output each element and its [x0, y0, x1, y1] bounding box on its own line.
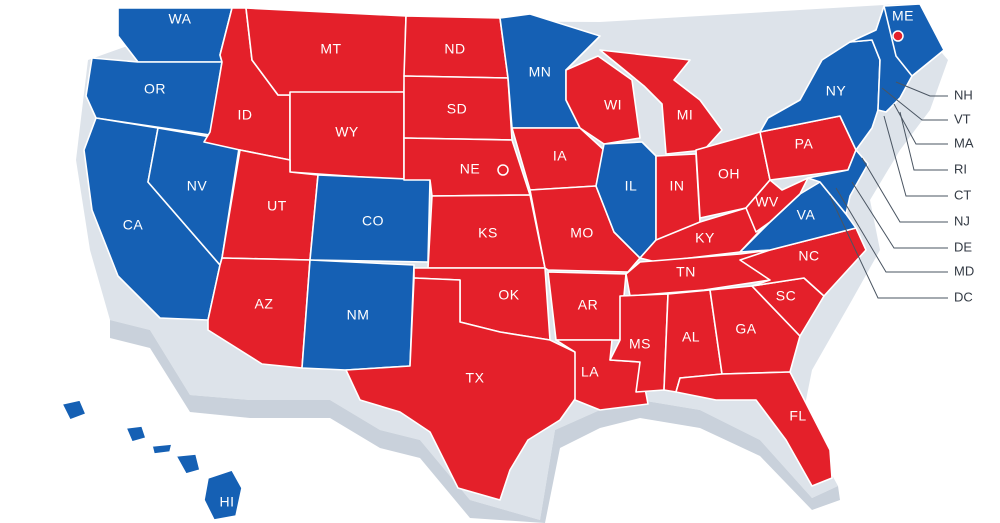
label-md: MD — [954, 263, 974, 278]
label-sc: SC — [776, 288, 796, 304]
state-ga[interactable] — [709, 285, 801, 375]
label-il: IL — [625, 178, 638, 194]
label-ma: MA — [954, 135, 974, 150]
label-va: VA — [797, 207, 816, 223]
label-ga: GA — [735, 321, 756, 337]
side-labels: NH VT MA RI CT NJ DE MD DC — [954, 87, 974, 304]
label-wi: WI — [604, 97, 622, 113]
state-fl[interactable] — [675, 371, 833, 487]
label-mo: MO — [570, 225, 594, 241]
label-ks: KS — [478, 225, 498, 241]
label-ri: RI — [954, 161, 967, 176]
label-mt: MT — [320, 41, 341, 57]
label-nm: NM — [347, 307, 370, 323]
label-ia: IA — [553, 148, 567, 164]
label-oh: OH — [718, 166, 740, 182]
label-la: LA — [581, 364, 599, 380]
state-hi-oahu[interactable] — [125, 425, 147, 443]
nebraska-split-marker — [497, 164, 509, 176]
state-hi-maui[interactable] — [175, 453, 201, 475]
label-ar: AR — [578, 297, 598, 313]
state-hi-big-island[interactable] — [203, 469, 243, 521]
label-me: ME — [892, 8, 914, 24]
state-me[interactable] — [883, 3, 945, 77]
label-de: DE — [954, 239, 972, 254]
label-dc: DC — [954, 289, 973, 304]
label-or: OR — [144, 81, 166, 97]
label-vt: VT — [954, 111, 971, 126]
state-wi[interactable] — [565, 55, 641, 145]
label-nd: ND — [444, 41, 465, 57]
label-tx: TX — [466, 370, 485, 386]
state-wv[interactable] — [745, 177, 809, 233]
label-pa: PA — [795, 136, 814, 152]
label-ca: CA — [123, 217, 144, 233]
label-hi: HI — [220, 494, 235, 510]
state-hi-kauai[interactable] — [61, 399, 87, 421]
label-ut: UT — [267, 198, 287, 214]
label-fl: FL — [789, 408, 806, 424]
label-mi: MI — [677, 107, 694, 123]
state-mid-atlantic[interactable] — [807, 149, 869, 215]
label-co: CO — [362, 213, 384, 229]
label-ky: KY — [695, 230, 715, 246]
label-ny: NY — [826, 83, 847, 99]
state-mi[interactable] — [599, 49, 723, 155]
hawaii-islands — [61, 399, 243, 521]
label-az: AZ — [255, 296, 274, 312]
label-tn: TN — [676, 264, 696, 280]
state-la[interactable] — [555, 339, 649, 411]
label-ok: OK — [498, 287, 519, 303]
state-labels: WA OR CA NV ID MT WY UT CO AZ NM ND SD N… — [123, 8, 914, 510]
label-ct: CT — [954, 187, 971, 202]
label-wv: WV — [755, 194, 779, 210]
label-ne: NE — [460, 161, 480, 177]
maine-split-marker — [892, 30, 904, 42]
label-id: ID — [238, 107, 253, 123]
label-wa: WA — [168, 11, 191, 27]
label-nh: NH — [954, 87, 973, 102]
label-in: IN — [670, 178, 685, 194]
state-tx[interactable] — [345, 277, 581, 501]
state-hi-molokai[interactable] — [151, 443, 173, 455]
label-sd: SD — [447, 101, 467, 117]
label-al: AL — [682, 329, 700, 345]
label-nj: NJ — [954, 213, 970, 228]
label-mn: MN — [529, 64, 552, 80]
leader-lines — [829, 81, 948, 299]
label-ms: MS — [629, 336, 651, 352]
label-nc: NC — [798, 248, 819, 264]
label-wy: WY — [335, 124, 359, 140]
label-nv: NV — [187, 178, 208, 194]
states-layer — [61, 3, 945, 521]
